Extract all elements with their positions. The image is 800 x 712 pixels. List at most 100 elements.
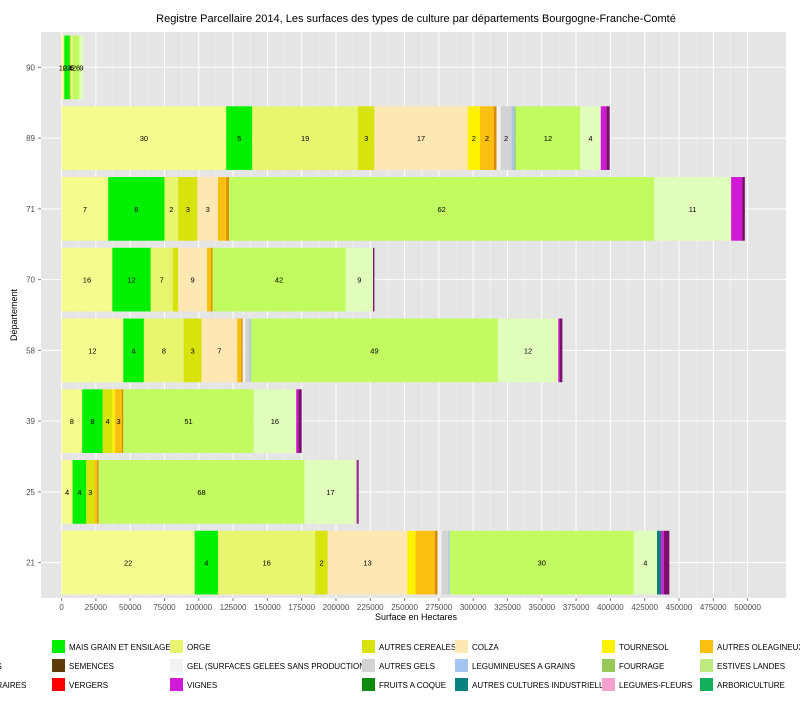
segment-label: 12 [88, 346, 96, 355]
y-tick-label: 39 [26, 417, 35, 426]
bar-segment [415, 530, 435, 595]
bar-segment [212, 247, 346, 312]
bar-segment [661, 530, 664, 595]
x-tick-label: 250000 [391, 603, 418, 612]
legend-key [170, 678, 183, 691]
bar-segment [226, 177, 229, 241]
segment-label: 2 [472, 134, 476, 143]
bar-segment [71, 35, 73, 100]
bar-segment [407, 530, 416, 595]
x-tick-label: 275000 [426, 603, 453, 612]
legend-key [170, 659, 183, 672]
legend-key [455, 659, 468, 672]
segment-label: 4 [77, 488, 81, 497]
bar-segment [143, 318, 184, 383]
segment-label: 13 [363, 559, 371, 568]
y-tick-label: 70 [26, 276, 35, 285]
x-tick-label: 0 [59, 603, 64, 612]
bar-segment [164, 177, 179, 241]
segment-label: 5 [70, 63, 74, 72]
bar-segment [252, 106, 358, 170]
bar-segment [437, 530, 442, 595]
x-tick-label: 225000 [357, 603, 384, 612]
x-tick-label: 125000 [220, 603, 247, 612]
bar-segment [226, 106, 253, 170]
legend-key [52, 659, 65, 672]
legend-key [700, 659, 713, 672]
x-tick-label: 500000 [734, 603, 761, 612]
segment-label: 19 [301, 134, 309, 143]
legend-key [52, 678, 65, 691]
x-tick-label: 475000 [700, 603, 727, 612]
x-tick-label: 100000 [185, 603, 212, 612]
segment-label: 12 [127, 276, 135, 285]
segment-label: 51 [184, 417, 192, 426]
bar-segment [480, 106, 494, 170]
segment-label: 10 [59, 63, 67, 72]
segment-label: 7 [160, 276, 164, 285]
legend-label: FOURRAGE [619, 662, 664, 671]
x-tick-label: 300000 [460, 603, 487, 612]
x-tick-label: 400000 [597, 603, 624, 612]
bar-segment [493, 106, 497, 170]
bar-segment [197, 177, 218, 241]
bar-segment [449, 530, 634, 595]
x-tick-label: 350000 [528, 603, 555, 612]
bar-segment [172, 247, 179, 312]
bar-segment [61, 389, 83, 453]
bar-segment [559, 318, 563, 383]
bar-segment [61, 460, 73, 524]
bar-segment [178, 177, 198, 241]
segment-label: 4 [132, 346, 136, 355]
segment-label: 8 [90, 417, 94, 426]
legend-key [455, 678, 468, 691]
x-tick-label: 375000 [563, 603, 590, 612]
bar-segment [441, 530, 449, 595]
bar-segment [448, 530, 450, 595]
legend-label: LEGUMES-FLEURS [619, 681, 692, 690]
bar-segment [112, 389, 116, 453]
bar-segment [217, 530, 316, 595]
x-tick-label: 200000 [323, 603, 350, 612]
segment-label: 17 [417, 134, 425, 143]
bar-segment [657, 530, 662, 595]
bar-segment [201, 318, 238, 383]
bar-segment [304, 460, 357, 524]
segment-label: 62 [437, 205, 445, 214]
segment-label: 3 [191, 346, 195, 355]
y-tick-label: 58 [26, 346, 35, 355]
bar-segment [500, 106, 512, 170]
bar-segment [98, 460, 305, 524]
segment-label: 3 [116, 417, 120, 426]
segment-label: 2 [169, 205, 173, 214]
bar-segment [61, 106, 227, 170]
legend-label: AUTRES CULTURES INDUSTRIELLES [472, 681, 614, 690]
bar-segment [242, 318, 246, 383]
bar-segment [178, 247, 208, 312]
bar-segment [511, 106, 515, 170]
legend-label: SEMENCES [69, 662, 114, 671]
bar-segment [514, 106, 516, 170]
bar-segment [298, 389, 302, 453]
segment-label: 68 [197, 488, 205, 497]
legend-key [455, 640, 468, 653]
bar-segment [356, 460, 358, 524]
legend-label: FIBRES [0, 662, 2, 671]
bar-segment [102, 389, 113, 453]
legend-label: AUTRES CEREALES [379, 643, 456, 652]
bar-segment [600, 106, 607, 170]
segment-label: 11 [689, 205, 697, 214]
bar-segment [345, 247, 374, 312]
bar-segment [112, 247, 151, 312]
segment-label: 22 [124, 559, 132, 568]
x-tick-label: 175000 [288, 603, 315, 612]
segment-label: 12 [524, 346, 532, 355]
legend-label: FRUITS A COQUE [379, 681, 446, 690]
bar-segment [241, 318, 243, 383]
bar-segment [72, 460, 87, 524]
segment-label: 7 [217, 346, 221, 355]
bar-segment [61, 318, 124, 383]
